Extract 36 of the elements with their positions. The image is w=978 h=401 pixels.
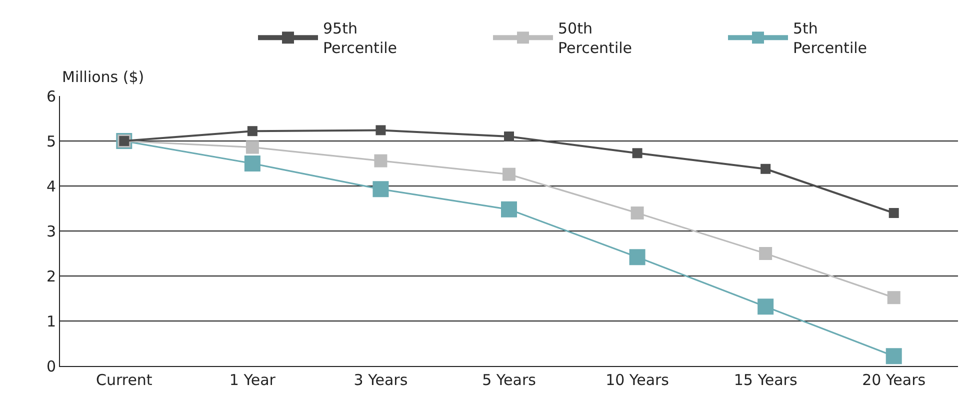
point [888, 208, 899, 218]
point [504, 132, 514, 142]
y-tick-label: 3 [46, 222, 56, 240]
point [244, 156, 260, 172]
point [886, 348, 902, 364]
point [758, 298, 774, 315]
x-tick-label: 15 Years [734, 371, 798, 389]
point [246, 140, 259, 154]
x-tick-label: 3 Years [354, 371, 408, 389]
point [760, 164, 771, 174]
point [376, 125, 386, 136]
y-tick-label: 6 [46, 87, 56, 106]
point [501, 201, 517, 218]
point [632, 148, 642, 158]
point [374, 154, 388, 168]
x-tick-label: 1 Year [229, 371, 276, 389]
x-tick-label: 10 Years [606, 371, 670, 389]
legend-label: 5th Percentile [793, 20, 868, 58]
y-tick-label: 4 [46, 177, 56, 196]
x-tick-label: 20 Years [862, 371, 926, 389]
point [630, 206, 644, 220]
legend-label: 50th Percentile [558, 20, 632, 58]
point [759, 247, 772, 260]
y-tick-label: 0 [46, 357, 56, 376]
y-tick-label: 2 [46, 267, 56, 286]
x-tick-label: 5 Years [482, 371, 536, 389]
y-tick-label: 1 [46, 312, 56, 330]
point [887, 291, 900, 304]
y-axis-title: Millions ($) [62, 68, 144, 86]
point [247, 126, 258, 136]
point [629, 249, 646, 266]
x-tick-label: Current [96, 371, 152, 389]
y-tick-label: 5 [46, 132, 56, 150]
point [502, 168, 516, 181]
point [372, 181, 389, 198]
legend-label: 95th Percentile [323, 20, 398, 58]
